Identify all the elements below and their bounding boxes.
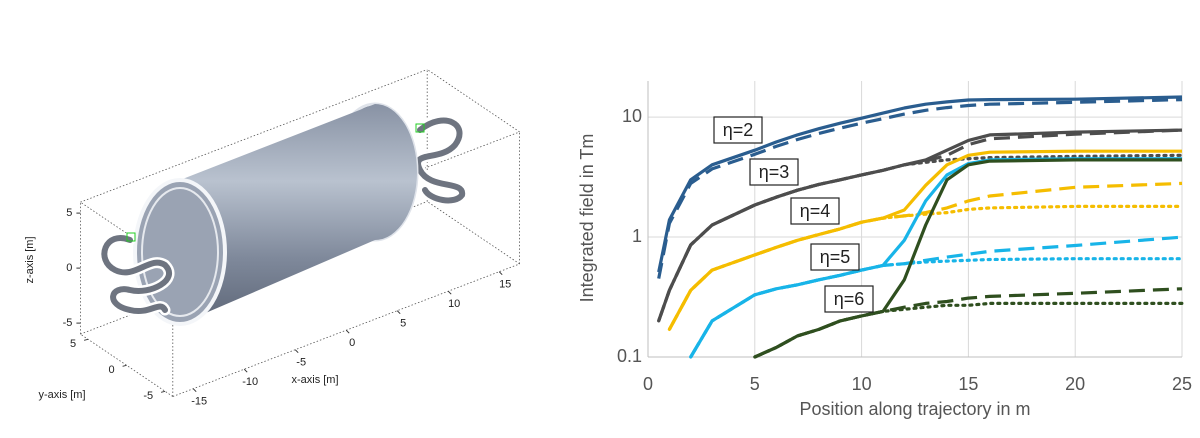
- y-tick-label: -5: [143, 390, 153, 402]
- x-tick-label: 25: [1172, 374, 1192, 394]
- x-tick-label: 0: [643, 374, 653, 394]
- x-tick-label: -5: [296, 357, 306, 369]
- box-edge: [426, 201, 520, 265]
- x-axis-title: x-axis [m]: [291, 374, 338, 386]
- cylinder: [133, 102, 419, 326]
- series-line: [657, 128, 1183, 322]
- x-tick-label: -10: [242, 376, 258, 388]
- y-tick-label: 10: [622, 106, 642, 126]
- y-tick: [83, 338, 89, 341]
- series-line: [689, 235, 1183, 358]
- x-tick-label: 15: [958, 374, 978, 394]
- y-tick-label: 0.1: [617, 346, 642, 366]
- annotation: η=3: [759, 162, 790, 182]
- annotation: η=5: [820, 247, 851, 267]
- coil-right: [412, 115, 468, 206]
- box-edge: [426, 69, 520, 133]
- annotation: η=6: [834, 289, 865, 309]
- x-tick-label: 20: [1065, 374, 1085, 394]
- annotation: η=4: [800, 201, 831, 221]
- y-tick-label: 1: [632, 226, 642, 246]
- y-tick: [122, 364, 127, 367]
- z-tick-label: -5: [63, 317, 73, 329]
- box-edge: [80, 333, 174, 397]
- x-tick: [447, 290, 452, 295]
- x-tick: [192, 388, 197, 393]
- x-tick-label: 5: [750, 374, 760, 394]
- z-tick-label: 5: [66, 207, 72, 219]
- line-chart: Position along trajectory in m Integrate…: [577, 81, 1192, 419]
- annotation-box: [824, 285, 874, 313]
- series-line: [657, 98, 1183, 279]
- box-edge: [172, 263, 520, 397]
- y-axis-title: y-axis [m]: [38, 389, 85, 401]
- series-line: [754, 158, 1182, 359]
- annotation: η=2: [723, 120, 754, 140]
- series-line: [667, 149, 1182, 331]
- x-tick: [294, 349, 299, 354]
- annotation-box: [810, 243, 860, 271]
- annotation-box: [713, 116, 763, 144]
- y-axis-title: Integrated field in Tm: [577, 134, 597, 303]
- y-tick-label: 0: [108, 364, 114, 376]
- x-axis-title: Position along trajectory in m: [799, 399, 1030, 419]
- x-tick-label: 10: [852, 374, 872, 394]
- annotation-box: [749, 158, 799, 186]
- series-line: [657, 95, 1183, 273]
- x-tick: [498, 271, 503, 276]
- y-tick: [160, 390, 166, 393]
- 3d-plot: x-axis [m] y-axis [m] z-axis [m] -15 -10 -…: [24, 69, 520, 408]
- x-tick: [345, 329, 350, 334]
- box-edge: [80, 69, 428, 203]
- z-axis-title: z-axis [m]: [24, 236, 36, 283]
- annotation-box: [790, 197, 840, 225]
- x-tick-label: 15: [499, 279, 511, 291]
- y-tick-label: 5: [70, 338, 76, 350]
- z-tick-label: 0: [66, 262, 72, 274]
- x-tick-label: 0: [349, 337, 355, 349]
- x-tick-label: 10: [448, 298, 460, 310]
- x-tick: [243, 368, 248, 373]
- coil-left: [98, 232, 175, 317]
- x-tick-label: 5: [400, 318, 406, 330]
- x-tick-label: -15: [191, 396, 207, 408]
- x-tick: [396, 310, 401, 315]
